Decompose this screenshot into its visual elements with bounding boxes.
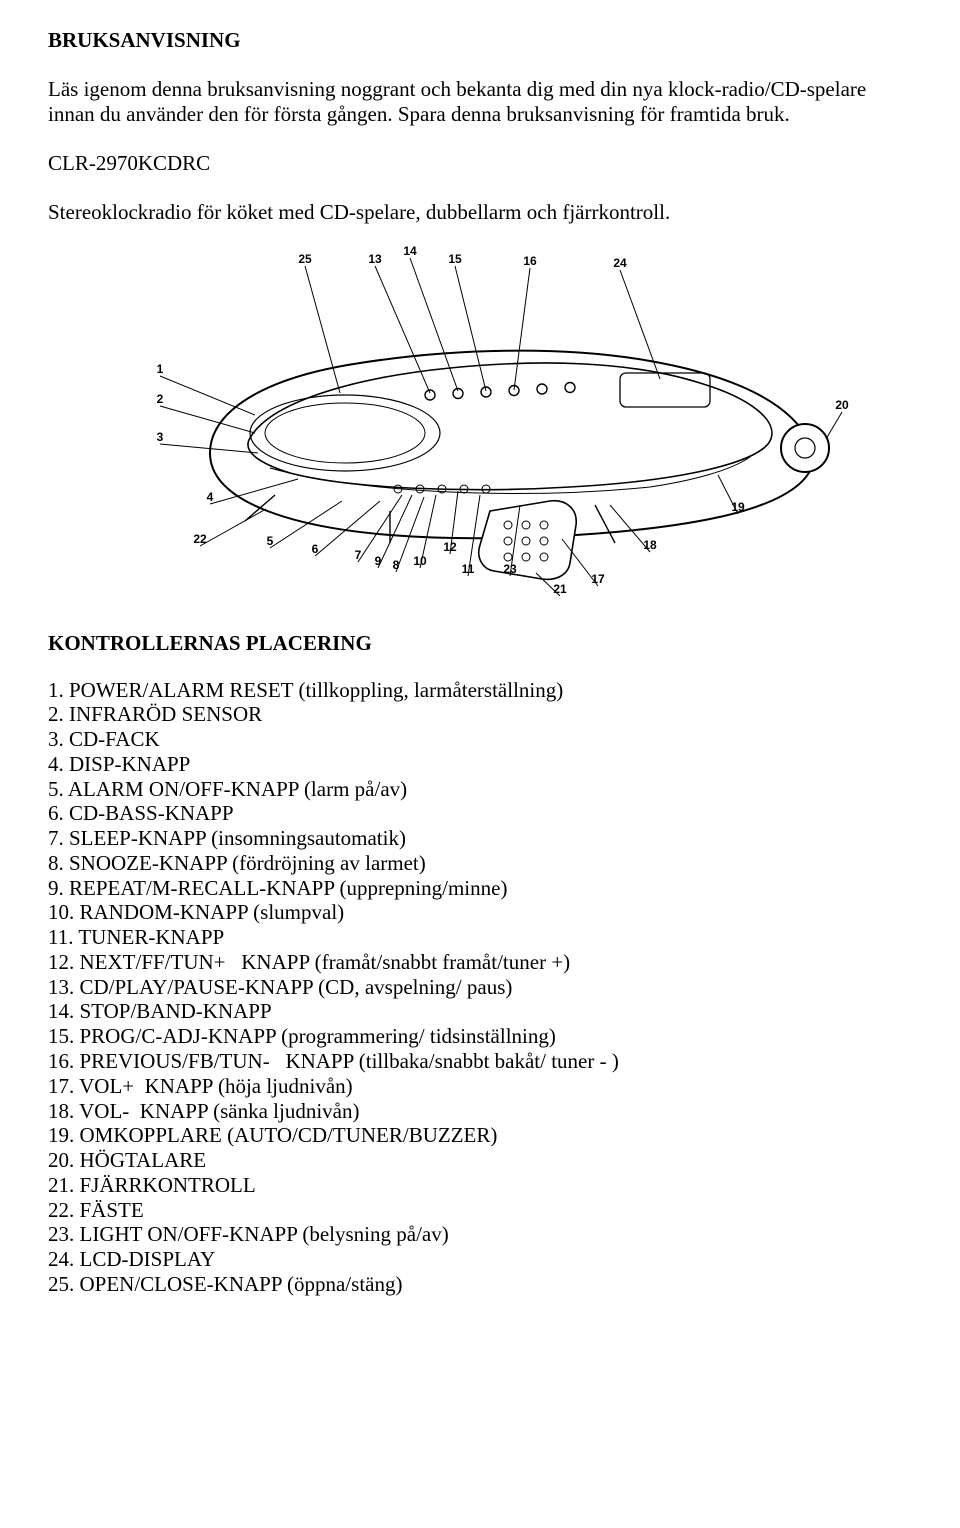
svg-text:22: 22: [193, 532, 207, 546]
controls-list-item: 23. LIGHT ON/OFF-KNAPP (belysning på/av): [48, 1222, 912, 1247]
svg-text:1: 1: [157, 362, 164, 376]
svg-text:10: 10: [413, 554, 427, 568]
svg-text:3: 3: [157, 430, 164, 444]
svg-text:9: 9: [375, 554, 382, 568]
svg-text:21: 21: [553, 582, 567, 596]
controls-list: 1. POWER/ALARM RESET (tillkoppling, larm…: [48, 678, 912, 1297]
svg-text:5: 5: [267, 534, 274, 548]
controls-list-item: 1. POWER/ALARM RESET (tillkoppling, larm…: [48, 678, 912, 703]
controls-list-item: 13. CD/PLAY/PAUSE-KNAPP (CD, avspelning/…: [48, 975, 912, 1000]
svg-text:7: 7: [355, 548, 362, 562]
device-diagram: 2513141516241234225679810121123211718192…: [48, 243, 912, 603]
svg-text:6: 6: [312, 542, 319, 556]
controls-list-item: 9. REPEAT/M-RECALL-KNAPP (upprepning/min…: [48, 876, 912, 901]
svg-text:8: 8: [393, 558, 400, 572]
controls-list-item: 12. NEXT/FF/TUN+ KNAPP (framåt/snabbt fr…: [48, 950, 912, 975]
svg-text:24: 24: [613, 256, 627, 270]
svg-text:17: 17: [591, 572, 605, 586]
controls-list-item: 25. OPEN/CLOSE-KNAPP (öppna/stäng): [48, 1272, 912, 1297]
controls-list-item: 3. CD-FACK: [48, 727, 912, 752]
svg-text:11: 11: [462, 562, 475, 576]
page-title: BRUKSANVISNING: [48, 28, 912, 53]
svg-text:12: 12: [443, 540, 457, 554]
intro-paragraph: Läs igenom denna bruksanvisning noggrant…: [48, 77, 912, 127]
controls-list-item: 5. ALARM ON/OFF-KNAPP (larm på/av): [48, 777, 912, 802]
controls-list-item: 24. LCD-DISPLAY: [48, 1247, 912, 1272]
controls-list-item: 18. VOL- KNAPP (sänka ljudnivån): [48, 1099, 912, 1124]
controls-list-item: 15. PROG/C-ADJ-KNAPP (programmering/ tid…: [48, 1024, 912, 1049]
model-code: CLR-2970KCDRC: [48, 151, 912, 176]
controls-list-item: 11. TUNER-KNAPP: [48, 925, 912, 950]
controls-list-item: 22. FÄSTE: [48, 1198, 912, 1223]
controls-list-item: 10. RANDOM-KNAPP (slumpval): [48, 900, 912, 925]
controls-list-item: 8. SNOOZE-KNAPP (fördröjning av larmet): [48, 851, 912, 876]
svg-text:2: 2: [157, 392, 164, 406]
controls-list-item: 17. VOL+ KNAPP (höja ljudnivån): [48, 1074, 912, 1099]
svg-text:16: 16: [523, 254, 537, 268]
controls-list-item: 14. STOP/BAND-KNAPP: [48, 999, 912, 1024]
svg-text:20: 20: [835, 398, 849, 412]
controls-list-item: 6. CD-BASS-KNAPP: [48, 801, 912, 826]
controls-list-item: 16. PREVIOUS/FB/TUN- KNAPP (tillbaka/sna…: [48, 1049, 912, 1074]
svg-text:18: 18: [643, 538, 657, 552]
svg-text:4: 4: [207, 490, 214, 504]
controls-list-item: 20. HÖGTALARE: [48, 1148, 912, 1173]
svg-text:14: 14: [403, 244, 417, 258]
svg-text:19: 19: [731, 500, 745, 514]
svg-text:13: 13: [368, 252, 382, 266]
controls-list-item: 19. OMKOPPLARE (AUTO/CD/TUNER/BUZZER): [48, 1123, 912, 1148]
svg-text:15: 15: [448, 252, 462, 266]
svg-text:23: 23: [503, 562, 517, 576]
svg-text:25: 25: [298, 252, 312, 266]
controls-list-item: 2. INFRARÖD SENSOR: [48, 702, 912, 727]
controls-list-item: 4. DISP-KNAPP: [48, 752, 912, 777]
device-diagram-svg: 2513141516241234225679810121123211718192…: [90, 243, 870, 603]
controls-list-item: 21. FJÄRRKONTROLL: [48, 1173, 912, 1198]
controls-heading: KONTROLLERNAS PLACERING: [48, 631, 912, 656]
controls-list-item: 7. SLEEP-KNAPP (insomningsautomatik): [48, 826, 912, 851]
product-description: Stereoklockradio för köket med CD-spelar…: [48, 200, 912, 225]
